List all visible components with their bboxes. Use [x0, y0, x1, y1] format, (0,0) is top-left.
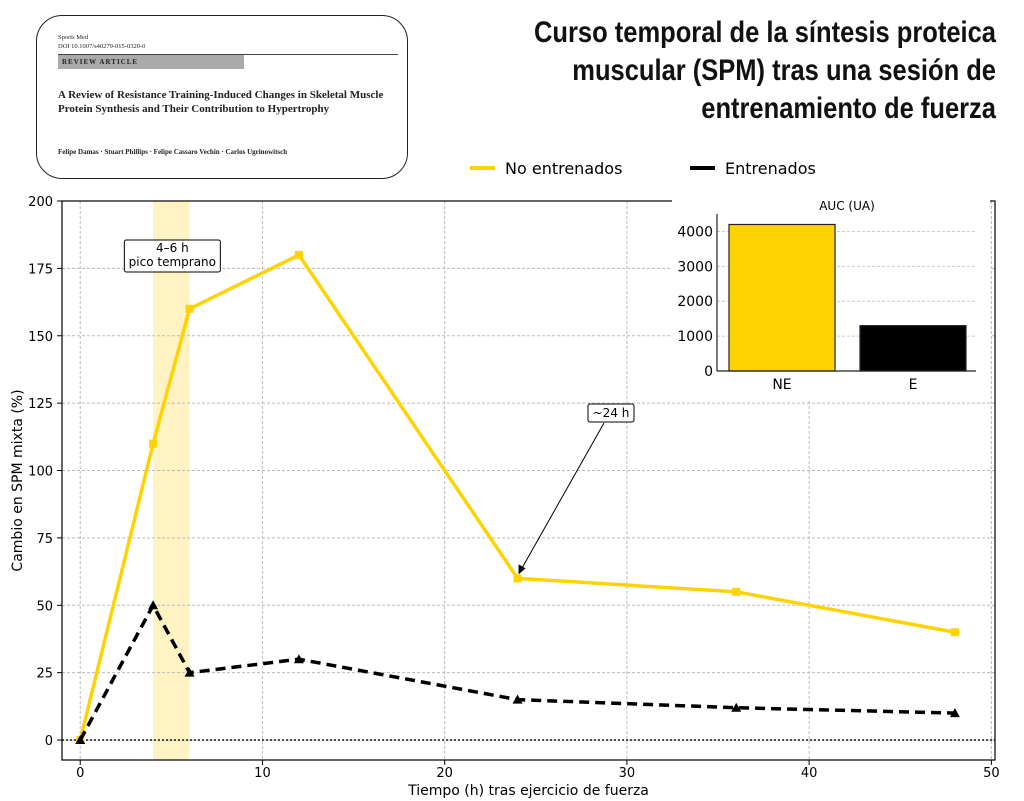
paper-doi: DOI 10.1007/s40279-015-0320-0 [58, 43, 146, 50]
y-tick-label: 150 [28, 330, 53, 345]
x-tick-label: 0 [76, 766, 84, 781]
x-tick-label: 10 [254, 766, 271, 781]
data-point [294, 250, 303, 259]
y-tick-label: 125 [28, 397, 53, 412]
y-tick-label: 50 [36, 599, 53, 614]
annotation-text: ~24 h [593, 406, 630, 420]
inset-tick-label: 0 [704, 364, 713, 380]
annotation-box [587, 403, 635, 423]
data-point [731, 702, 742, 712]
y-tick-label: 75 [36, 532, 53, 547]
inset-category-label: NE [772, 377, 791, 393]
plot-frame [61, 200, 996, 761]
data-point [293, 654, 304, 664]
inset-tick-label: 3000 [677, 259, 713, 275]
data-point [732, 587, 741, 596]
paper-title: A Review of Resistance Training-Induced … [58, 89, 384, 115]
arrow-head [518, 564, 526, 575]
paper-authors: Felipe Damas · Stuart Phillips · Felipe … [58, 148, 288, 156]
x-tick-label: 40 [801, 766, 818, 781]
y-axis-label: Cambio en SPM mixta (%) [10, 389, 26, 571]
paper-journal: Sports Med DOI 10.1007/s40279-015-0320-0 [58, 33, 145, 51]
paper-thumbnail: Sports Med DOI 10.1007/s40279-015-0320-0 … [36, 15, 408, 179]
data-point [75, 735, 86, 745]
data-point [149, 439, 158, 448]
data-point [184, 667, 195, 677]
inset-tick-label: 1000 [677, 329, 713, 345]
inset-tick-label: 2000 [677, 294, 713, 310]
paper-section: REVIEW ARTICLE [58, 55, 244, 69]
inset-title: AUC (UA) [819, 199, 875, 213]
x-axis-label: Tiempo (h) tras ejercicio de fuerza [407, 783, 649, 799]
annotation-arrow [519, 422, 605, 573]
chart-title: Curso temporal de la síntesis proteica m… [534, 16, 996, 125]
legend-label: Entrenados [725, 159, 816, 178]
data-point [513, 574, 522, 583]
data-point [949, 708, 960, 718]
y-tick-label: 25 [36, 667, 53, 682]
inset-bar [728, 223, 836, 372]
data-point [512, 694, 523, 704]
paper-journal-name: Sports Med [58, 34, 89, 41]
inset-bar [859, 325, 967, 372]
annotation-text: 4–6 h [156, 241, 189, 255]
x-tick-label: 20 [436, 766, 453, 781]
inset-category-label: E [909, 377, 918, 393]
y-tick-label: 200 [28, 195, 53, 210]
x-tick-label: 50 [983, 766, 1000, 781]
annotation-text: pico temprano [129, 255, 216, 269]
y-tick-label: 100 [28, 465, 53, 480]
shaded-span [153, 201, 190, 760]
legend-label: No entrenados [505, 159, 622, 178]
data-point [950, 628, 959, 637]
paper-rule [58, 54, 398, 55]
data-point [185, 304, 194, 313]
y-tick-label: 0 [45, 734, 53, 749]
x-tick-label: 30 [619, 766, 636, 781]
annotation-box [123, 239, 221, 273]
inset-tick-label: 4000 [677, 224, 713, 240]
data-point [148, 600, 159, 610]
y-tick-label: 175 [28, 262, 53, 277]
